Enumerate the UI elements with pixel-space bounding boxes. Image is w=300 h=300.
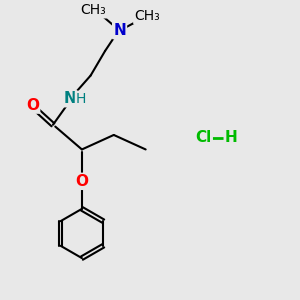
Text: O: O	[75, 174, 88, 189]
Text: H: H	[76, 92, 86, 106]
Text: H: H	[225, 130, 238, 146]
Text: CH₃: CH₃	[134, 9, 160, 23]
Text: Cl: Cl	[196, 130, 212, 146]
Text: CH₃: CH₃	[81, 3, 106, 17]
Text: N: N	[63, 91, 76, 106]
Text: N: N	[113, 23, 126, 38]
Text: O: O	[26, 98, 39, 112]
